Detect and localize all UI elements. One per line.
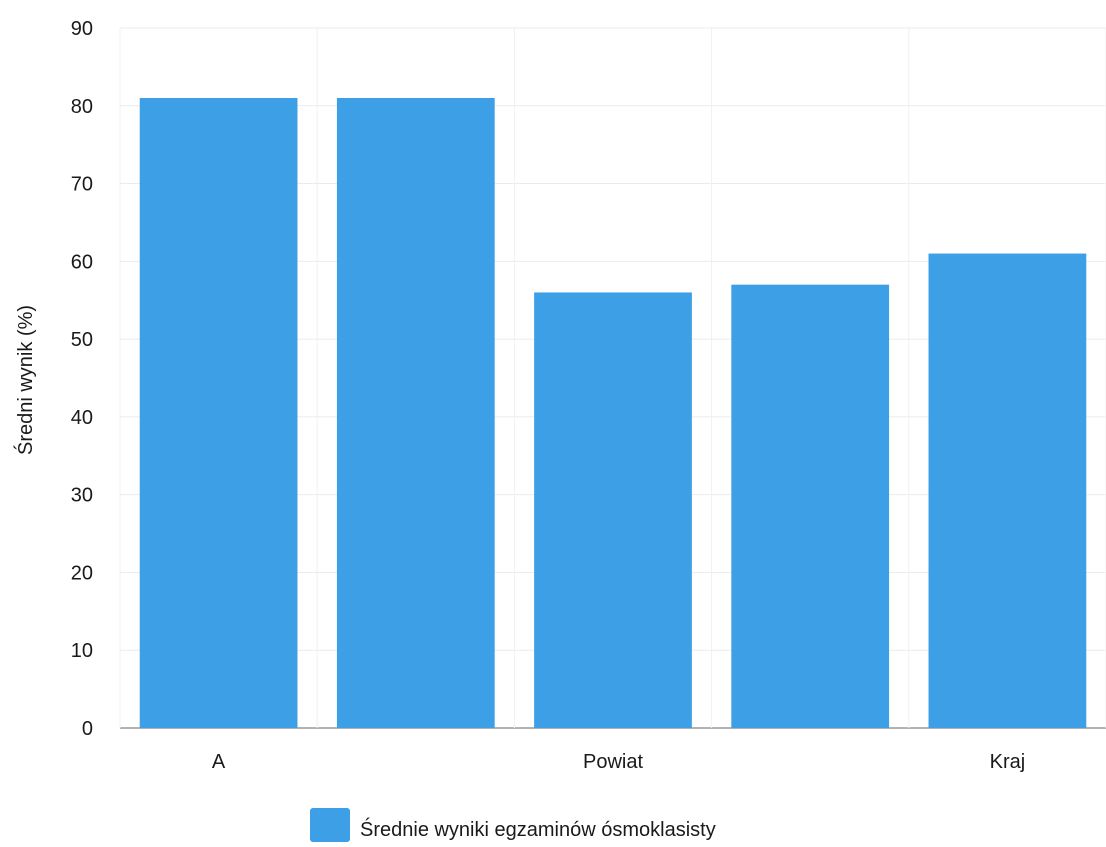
y-tick-label: 40 [71,407,93,429]
legend-label: Średnie wyniki egzaminów ósmoklasisty [360,817,716,841]
y-tick-label: 0 [82,718,93,740]
axes: Średni wynik (%) 0 10 20 30 40 50 60 70 80 90 [13,18,93,740]
y-tick-label: 20 [71,562,93,584]
y-tick-label: 80 [71,96,93,118]
bar [731,284,890,728]
legend: Średnie wyniki egzaminów ósmoklasisty [310,808,716,842]
x-tick-label: A [212,751,226,773]
y-tick-label: 50 [71,329,93,351]
y-tick-label: 90 [71,18,93,40]
y-tick-label: 60 [71,251,93,273]
x-tick-label: Powiat [583,751,643,773]
legend-swatch [310,808,350,842]
bars [139,98,1087,729]
bar [928,253,1087,729]
y-tick-label: 30 [71,485,93,507]
y-tick-label: 10 [71,640,93,662]
y-tick-label: 70 [71,174,93,196]
x-tick-label: Kraj [990,751,1026,773]
x-tick-labels: A Powiat Kraj [212,751,1025,773]
y-axis-title: Średni wynik (%) [13,305,37,455]
bar [336,98,495,728]
bar [139,98,298,728]
bar [534,292,692,728]
